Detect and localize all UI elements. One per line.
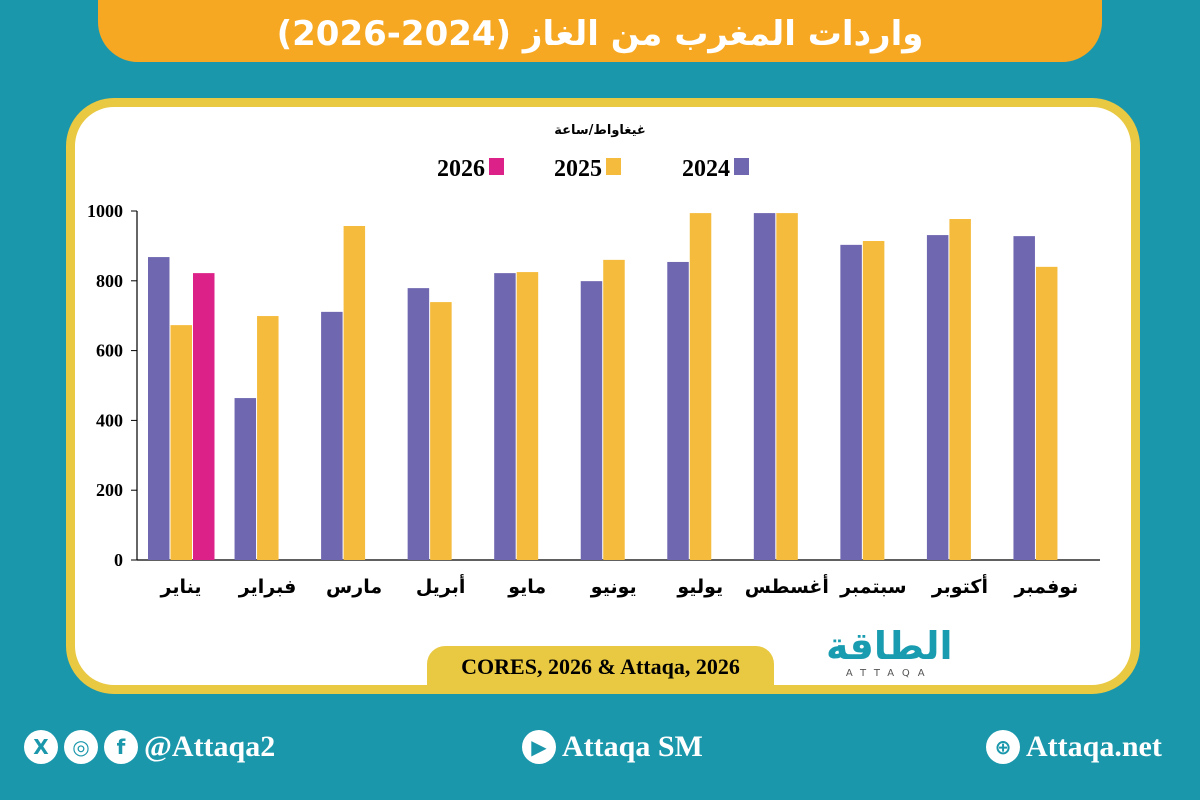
y-tick-label: 200 [96,480,123,500]
x-tick-label: يناير [160,576,202,598]
youtube-handle[interactable]: Attaqa SM [562,730,703,763]
bar-2024-3 [407,288,430,560]
legend-swatch-2025 [606,158,621,175]
bar-2025-4 [516,272,539,560]
bar-2024-8 [840,244,862,560]
logo-latin: ATTAQA [845,668,933,679]
website-url[interactable]: Attaqa.net [1026,730,1162,763]
bar-2024-10 [1013,236,1035,561]
x-icon[interactable]: X [24,730,58,764]
y-tick-label: 800 [96,271,123,291]
bar-2024-2 [321,311,343,560]
bar-2025-6 [689,213,712,560]
legend-label-2026: 2026 [437,156,485,182]
bar-2025-8 [862,241,885,560]
x-tick-label: يوليو [676,576,723,598]
facebook-icon[interactable]: f [104,730,138,764]
bar-2024-6 [667,261,689,560]
y-tick-label: 1000 [87,201,123,221]
x-tick-label: فبراير [238,576,296,598]
bar-2026-0 [193,273,215,560]
bar-2025-0 [170,325,192,560]
y-tick-label: 600 [96,341,123,361]
bar-2025-5 [603,259,625,560]
y-tick-label: 400 [96,410,123,430]
title-banner: واردات المغرب من الغاز (2024-2026) [98,0,1102,62]
bar-2025-3 [430,302,452,560]
website-link: ⊕ Attaqa.net [986,730,1162,764]
bar-2024-1 [234,398,257,560]
bar-2025-7 [776,213,798,560]
bar-2025-1 [257,316,279,560]
legend-label-2025: 2025 [554,156,602,182]
x-tick-label: أكتوبر [931,574,988,598]
social-links: X ◎ f @Attaqa2 [24,730,275,764]
bar-2024-9 [926,235,949,560]
bar-2024-7 [753,213,776,560]
bar-2024-4 [494,273,516,560]
x-tick-label: أغسطس [745,574,829,598]
attaqa-logo: الطاقة ATTAQA [826,626,953,680]
legend-swatch-2024 [734,158,749,175]
legend-swatch-2026 [489,158,504,175]
x-tick-label: نوفمبر [1014,576,1079,598]
bar-2024-5 [580,281,603,560]
bar-2025-9 [949,219,971,561]
bar-2025-10 [1035,266,1058,560]
globe-icon[interactable]: ⊕ [986,730,1020,764]
chart-title: واردات المغرب من الغاز (2024-2026) [276,14,924,54]
x-tick-label: مارس [326,576,382,598]
logo-arabic: الطاقة [826,624,953,668]
legend-label-2024: 2024 [682,156,730,182]
youtube-link: ▶ Attaqa SM [522,730,703,764]
bar-2024-0 [148,257,170,560]
source-label: CORES, 2026 & Attaqa, 2026 [427,646,774,688]
x-tick-label: أبريل [416,574,466,598]
x-tick-label: سبتمبر [839,576,907,598]
x-tick-label: مايو [507,576,546,598]
bar-2025-2 [343,226,366,560]
youtube-icon[interactable]: ▶ [522,730,556,764]
y-tick-label: 0 [114,550,123,570]
y-axis-label: غيغاواط/ساعة [554,123,646,138]
instagram-icon[interactable]: ◎ [64,730,98,764]
social-handle[interactable]: @Attaqa2 [144,730,276,763]
x-tick-label: يونيو [590,576,637,598]
